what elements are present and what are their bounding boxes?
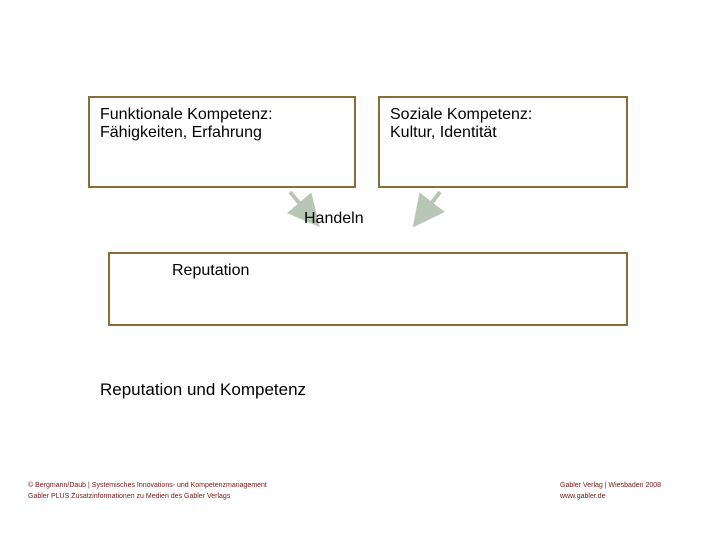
footer-left-line1: © Bergmann/Daub | Systemisches Innovatio… bbox=[28, 480, 267, 491]
mid-label-handeln: Handeln bbox=[304, 210, 364, 228]
caption-title: Reputation und Kompetenz bbox=[100, 380, 306, 400]
footer-right-line2: www.gabler.de bbox=[560, 491, 661, 502]
footer-left: © Bergmann/Daub | Systemisches Innovatio… bbox=[28, 480, 267, 502]
box-reputation: Reputation bbox=[108, 252, 628, 326]
footer-right-line1: Gabler Verlag | Wiesbaden 2008 bbox=[560, 480, 661, 491]
footer-left-line2: Gabler PLUS Zusatzinformationen zu Medie… bbox=[28, 491, 267, 502]
box-reputation-line1: Reputation bbox=[172, 262, 249, 280]
footer-right: Gabler Verlag | Wiesbaden 2008 www.gable… bbox=[560, 480, 661, 502]
diagram-canvas: Funktionale Kompetenz: Fähigkeiten, Erfa… bbox=[0, 0, 720, 540]
